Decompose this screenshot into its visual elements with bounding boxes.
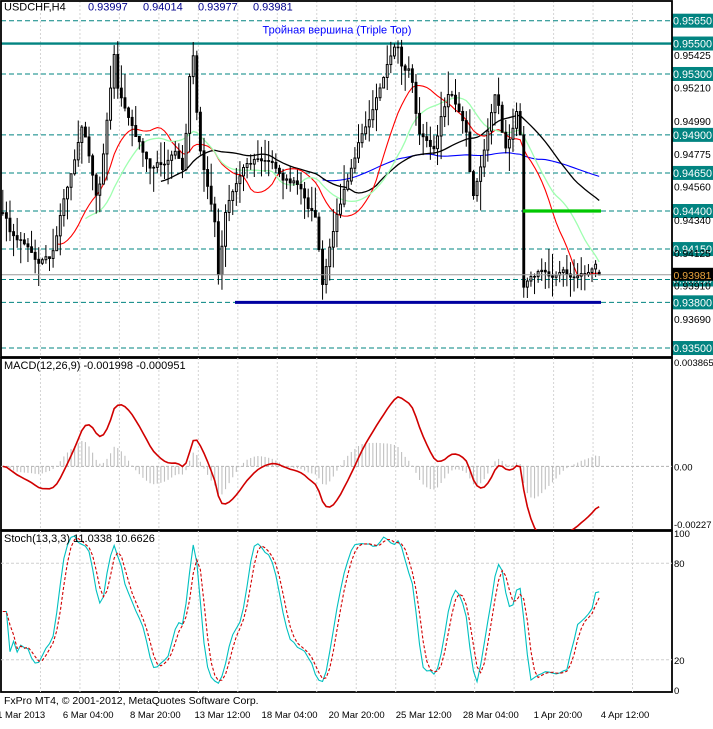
svg-text:Stoch(13,3,3) 11.0338 10.6626: Stoch(13,3,3) 11.0338 10.6626 xyxy=(4,533,155,545)
svg-text:0.00: 0.00 xyxy=(674,462,693,473)
svg-text:0.94125: 0.94125 xyxy=(674,249,711,260)
svg-text:0.95500: 0.95500 xyxy=(673,39,712,51)
svg-text:0.93910: 0.93910 xyxy=(674,282,711,293)
svg-text:20 Mar 20:00: 20 Mar 20:00 xyxy=(329,710,385,721)
svg-text:18 Mar 04:00: 18 Mar 04:00 xyxy=(262,710,318,721)
svg-text:0.94014: 0.94014 xyxy=(143,2,183,14)
svg-text:0.95300: 0.95300 xyxy=(673,69,712,81)
svg-text:0.95650: 0.95650 xyxy=(673,16,712,28)
svg-text:0.93997: 0.93997 xyxy=(88,2,128,14)
svg-text:0.93981: 0.93981 xyxy=(674,270,712,282)
svg-text:FxPro MT4, © 2001-2012, MetaQu: FxPro MT4, © 2001-2012, MetaQuotes Softw… xyxy=(4,695,259,707)
svg-text:0.94990: 0.94990 xyxy=(674,117,711,128)
svg-text:8 Mar 20:00: 8 Mar 20:00 xyxy=(130,710,181,721)
svg-text:4 Apr 12:00: 4 Apr 12:00 xyxy=(601,710,650,721)
svg-text:USDCHF,H4: USDCHF,H4 xyxy=(4,2,66,14)
svg-text:20: 20 xyxy=(674,656,685,667)
svg-text:0.003865: 0.003865 xyxy=(674,358,713,369)
svg-text:0.94650: 0.94650 xyxy=(673,168,712,180)
svg-text:0.93981: 0.93981 xyxy=(253,2,293,14)
svg-text:0.94560: 0.94560 xyxy=(674,183,711,194)
svg-text:25 Mar 12:00: 25 Mar 12:00 xyxy=(396,710,452,721)
svg-text:0.93800: 0.93800 xyxy=(673,297,712,309)
svg-text:0.93977: 0.93977 xyxy=(198,2,238,14)
svg-text:6 Mar 04:00: 6 Mar 04:00 xyxy=(63,710,114,721)
svg-text:1 Mar 2013: 1 Mar 2013 xyxy=(0,710,45,721)
svg-text:0.95210: 0.95210 xyxy=(674,84,711,95)
svg-text:0: 0 xyxy=(674,686,679,697)
svg-text:Тройная вершина (Triple Top): Тройная вершина (Triple Top) xyxy=(263,25,412,37)
svg-text:28 Mar 04:00: 28 Mar 04:00 xyxy=(463,710,519,721)
svg-text:0.95425: 0.95425 xyxy=(674,51,711,62)
svg-text:0.93690: 0.93690 xyxy=(674,315,711,326)
svg-text:13 Mar 12:00: 13 Mar 12:00 xyxy=(194,710,250,721)
svg-text:0.94775: 0.94775 xyxy=(674,150,711,161)
svg-text:0.94340: 0.94340 xyxy=(674,216,711,227)
svg-text:1 Apr 20:00: 1 Apr 20:00 xyxy=(534,710,583,721)
svg-text:0.94900: 0.94900 xyxy=(673,130,712,142)
svg-text:0.93500: 0.93500 xyxy=(673,343,712,355)
svg-text:MACD(12,26,9) -0.001998 -0.00: MACD(12,26,9) -0.001998 -0.000951 xyxy=(4,360,186,372)
svg-text:100: 100 xyxy=(674,529,690,540)
svg-text:80: 80 xyxy=(674,559,685,570)
